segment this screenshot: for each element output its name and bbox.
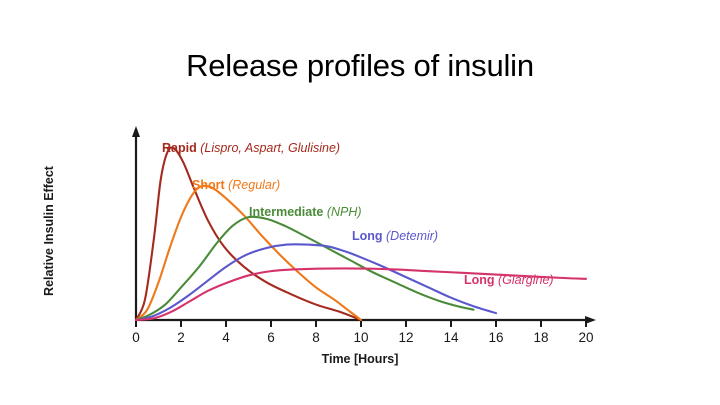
page-title: Release profiles of insulin <box>186 48 534 83</box>
series-label-name: Long <box>352 229 387 243</box>
series-curve-long-detemir <box>134 243 498 322</box>
x-tick-label: 14 <box>443 330 459 345</box>
series-label-short: Short (Regular) <box>192 178 280 192</box>
x-tick-label: 8 <box>312 330 320 345</box>
x-tick-label: 6 <box>267 330 275 345</box>
series-label-rapid: Rapid (Lispro, Aspart, Glulisine) <box>162 141 340 155</box>
series-label-detail: (Regular) <box>228 178 281 192</box>
series-curve-short-regular <box>134 184 363 322</box>
x-tick-label: 12 <box>398 330 414 345</box>
y-axis-title: Relative Insulin Effect <box>42 166 56 296</box>
x-tick-label: 4 <box>222 330 230 345</box>
series-label-name: Rapid <box>162 141 201 155</box>
series-label-detail: (NPH) <box>326 205 362 219</box>
chart-series-group <box>134 146 588 322</box>
series-label-detail: (Detemir) <box>386 229 439 243</box>
x-axis-title: Time [Hours] <box>321 352 399 366</box>
series-label-intermediate: Intermediate (NPH) <box>249 205 362 219</box>
x-tick-label: 18 <box>533 330 549 345</box>
x-tick-label: 20 <box>578 330 594 345</box>
series-curve-rapid-lispro <box>134 146 363 322</box>
x-tick-label: 2 <box>177 330 185 345</box>
series-label-name: Long <box>464 273 499 287</box>
y-axis <box>132 126 140 320</box>
series-label-long-detemir: Long (Detemir) <box>352 229 438 243</box>
series-label-name: Short <box>192 178 229 192</box>
x-tick-label: 16 <box>488 330 504 345</box>
series-curve-intermediate-nph <box>134 215 475 322</box>
x-tick-label: 0 <box>132 330 140 345</box>
series-label-long-glargine: Long (Glargine) <box>464 273 554 287</box>
series-label-detail: (Lispro, Aspart, Glulisine) <box>200 141 341 155</box>
series-curve-long-glargine <box>134 267 588 322</box>
series-label-name: Intermediate <box>249 205 327 219</box>
x-tick-label: 10 <box>353 330 369 345</box>
series-label-detail: (Glargine) <box>498 273 554 287</box>
x-axis-ticks <box>135 320 587 327</box>
x-axis <box>136 316 596 324</box>
